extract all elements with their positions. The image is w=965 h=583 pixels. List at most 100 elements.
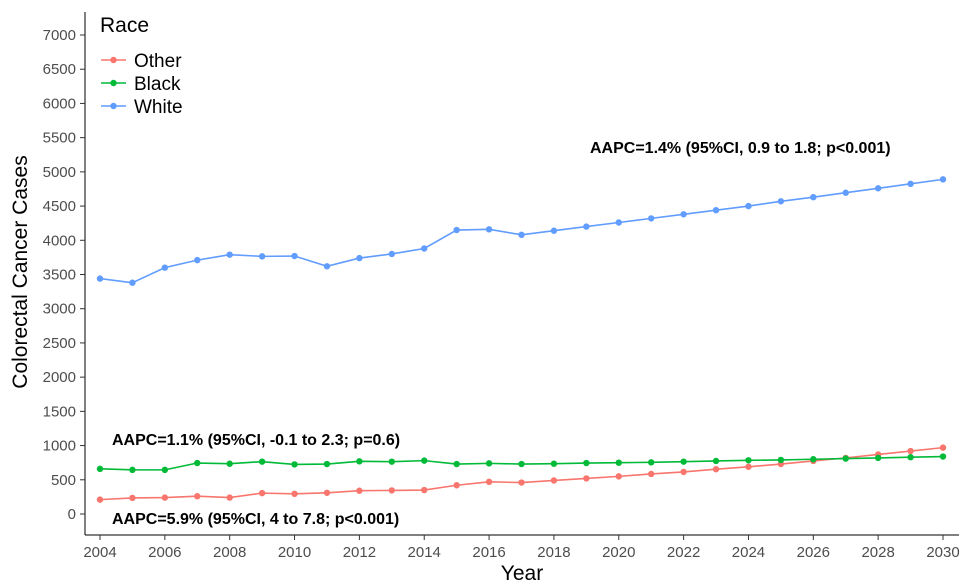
data-point-white (777, 198, 785, 205)
axes (84, 12, 959, 536)
data-point-black (615, 459, 622, 466)
data-point-white (388, 250, 396, 258)
data-point-other (96, 496, 104, 503)
y-tick-label: 1500 (43, 403, 76, 420)
data-point-other (453, 482, 460, 489)
annotation-black: AAPC=1.1% (95%CI, -0.1 to 2.3; p=0.6) (112, 432, 400, 449)
x-axis-title: Year (501, 562, 543, 583)
x-tick-label: 2012 (343, 544, 376, 561)
legend-key-point (110, 102, 117, 110)
data-point-black (421, 457, 428, 464)
x-axis-ticks: 2004 2006 2008 2010 2012 2014 2016 2018 2020 2022… (83, 535, 960, 561)
data-point-white (291, 252, 298, 260)
data-point-white (129, 279, 136, 286)
y-axis-ticks: 0 500 1000 1500 2000 2500 3000 3500 4000 4500 5000… (43, 27, 85, 523)
y-tick-label: 6000 (43, 95, 76, 112)
data-point-black (161, 466, 169, 474)
data-point-other (323, 489, 331, 496)
y-tick-label: 7000 (43, 27, 76, 44)
y-tick-label: 0 (68, 506, 76, 523)
data-point-black (712, 457, 720, 465)
data-point-white (258, 253, 266, 260)
data-point-white (615, 219, 622, 226)
legend-item-black: Black (101, 74, 181, 95)
y-axis-title: Colorectal Cancer Cases (9, 155, 32, 388)
data-point-other (388, 487, 396, 494)
y-tick-label: 2000 (43, 369, 76, 386)
data-point-black (810, 456, 817, 463)
data-point-black (485, 460, 493, 467)
data-point-white (323, 263, 331, 270)
series-black (96, 453, 947, 474)
data-point-black (777, 456, 785, 464)
data-point-white (453, 226, 460, 234)
legend-label: Other (134, 51, 182, 72)
series-layer (96, 176, 947, 503)
y-tick-label: 500 (51, 472, 76, 489)
data-point-other (647, 470, 655, 478)
legend-key-point (110, 79, 117, 87)
data-point-other (939, 444, 947, 451)
data-point-white (550, 227, 558, 234)
data-point-white (161, 264, 169, 271)
data-point-other (129, 494, 136, 502)
annotation-white: AAPC=1.4% (95%CI, 0.9 to 1.8; p<0.001) (590, 140, 891, 157)
y-tick-label: 3500 (43, 267, 76, 284)
series-line-white (99, 178, 944, 284)
data-point-other (226, 494, 233, 501)
data-point-white (712, 206, 720, 214)
data-point-other (421, 486, 428, 494)
y-tick-label: 2500 (43, 335, 76, 352)
data-point-white (810, 193, 817, 201)
x-tick-label: 2006 (148, 544, 181, 561)
data-point-white (194, 256, 201, 264)
data-point-white (647, 215, 655, 222)
y-tick-label: 3000 (43, 301, 76, 318)
data-point-black (907, 454, 914, 461)
data-point-white (842, 189, 849, 196)
data-point-other (550, 477, 558, 484)
data-point-black (388, 458, 396, 465)
data-point-white (907, 180, 914, 188)
x-tick-label: 2014 (408, 544, 441, 561)
data-point-black (745, 457, 752, 464)
data-point-black (680, 458, 687, 465)
legend-item-other: Other (101, 51, 182, 72)
data-point-other (356, 487, 363, 494)
data-point-black (258, 458, 266, 465)
data-point-other (194, 493, 201, 500)
data-point-black (129, 466, 136, 474)
series-other (96, 444, 947, 503)
legend-item-white: White (101, 97, 183, 118)
y-tick-label: 6500 (43, 61, 76, 78)
x-tick-label: 2016 (472, 544, 505, 561)
x-tick-label: 2018 (537, 544, 570, 561)
data-point-black (939, 453, 947, 460)
data-point-white (745, 202, 752, 210)
data-point-white (356, 254, 363, 262)
x-tick-label: 2030 (926, 544, 959, 561)
data-point-other (518, 479, 525, 486)
x-tick-label: 2022 (667, 544, 700, 561)
series-white (96, 176, 947, 286)
data-point-black (874, 454, 882, 462)
y-tick-label: 4000 (43, 232, 76, 249)
y-tick-label: 5000 (43, 164, 76, 181)
legend-label: Black (134, 74, 181, 95)
data-point-other (583, 475, 590, 482)
y-tick-label: 1000 (43, 438, 76, 455)
data-point-white (96, 275, 104, 282)
data-point-other (161, 494, 169, 501)
data-point-black (291, 461, 298, 468)
series-line-other (99, 446, 944, 501)
data-point-black (647, 459, 655, 466)
x-tick-label: 2028 (861, 544, 894, 561)
data-point-black (583, 459, 590, 467)
data-point-black (226, 460, 233, 467)
data-point-black (194, 459, 201, 467)
data-point-other (615, 473, 622, 480)
data-point-white (874, 185, 882, 192)
